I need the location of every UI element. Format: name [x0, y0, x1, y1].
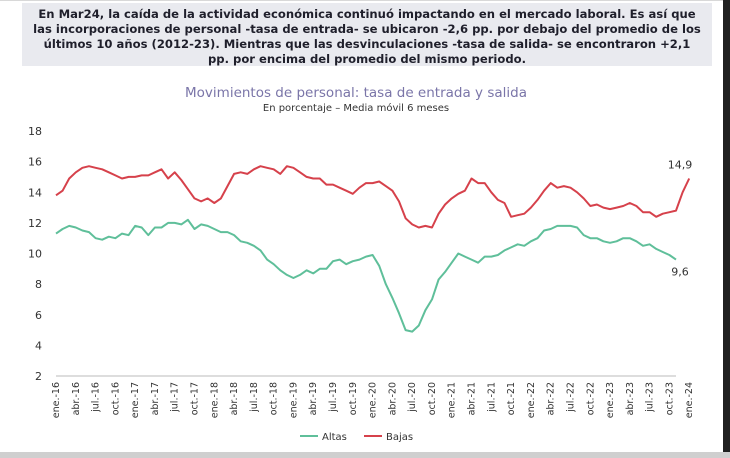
x-tick-label: ene.-23 [605, 382, 616, 418]
chart-title: Movimientos de personal: tasa de entrada… [185, 85, 527, 101]
x-tick-label: oct.-17 [190, 382, 201, 415]
x-tick-label: oct.-16 [110, 382, 121, 415]
right-border [723, 0, 730, 458]
x-axis: ene.-16 abr.-16 jul.-16 oct.-16 ene.-17 abr.-… [51, 375, 695, 418]
x-tick-label: abr.-19 [308, 382, 319, 415]
x-tick-label: oct.-21 [506, 382, 517, 415]
legend-label-altas: Altas [322, 432, 347, 443]
x-tick-label: oct.-22 [585, 382, 596, 415]
x-tick-label: jul.-20 [407, 382, 418, 413]
x-tick-label: abr.-23 [625, 382, 636, 415]
chart-subtitle: En porcentaje – Media móvil 6 meses [262, 103, 450, 114]
bottom-border [0, 452, 730, 458]
x-tick-label: ene.-20 [368, 382, 379, 418]
x-tick-label: abr.-16 [71, 382, 82, 415]
line-chart: 2 4 6 8 10 12 14 16 18 ene.-16 abr.-16 jul.-16 oct.… [28, 125, 695, 443]
top-border [0, 0, 730, 1]
y-tick-label: 12 [28, 217, 42, 230]
x-tick-label: jul.-18 [249, 382, 260, 413]
x-tick-label: abr.-18 [229, 382, 240, 415]
x-tick-label: ene.-16 [51, 382, 62, 418]
x-tick-label: abr.-17 [150, 382, 161, 415]
x-tick-label: oct.-20 [427, 382, 438, 415]
y-tick-label: 8 [35, 278, 42, 291]
legend: Altas Bajas [300, 432, 413, 443]
x-tick-label: oct.-19 [348, 382, 359, 415]
y-tick-label: 2 [35, 370, 42, 383]
x-tick-label: oct.-23 [664, 382, 675, 415]
legend-label-bajas: Bajas [386, 432, 413, 443]
x-tick-label: jul.-22 [565, 382, 576, 413]
x-tick-label: abr.-20 [387, 382, 398, 415]
x-tick-label: ene.-19 [288, 382, 299, 418]
x-tick-label: oct.-18 [269, 382, 280, 415]
series-lines [55, 165, 691, 333]
y-tick-label: 18 [28, 125, 42, 138]
series-line-altas [55, 218, 677, 333]
x-tick-label: abr.-21 [467, 382, 478, 415]
x-tick-label: jul.-19 [328, 382, 339, 413]
y-tick-label: 4 [35, 339, 42, 352]
y-tick-label: 10 [28, 248, 42, 261]
x-tick-label: ene.-22 [526, 382, 537, 418]
x-tick-label: jul.-23 [645, 382, 656, 413]
x-tick-label: ene.-24 [684, 382, 695, 418]
y-axis: 2 4 6 8 10 12 14 16 18 [28, 125, 42, 383]
y-tick-label: 6 [35, 309, 42, 322]
end-label-altas: 9,6 [671, 266, 689, 279]
y-tick-label: 14 [28, 186, 42, 199]
series-line-bajas [55, 165, 691, 229]
x-tick-label: ene.-17 [130, 382, 141, 418]
x-tick-label: abr.-22 [546, 382, 557, 415]
summary-text: En Mar24, la caída de la actividad econó… [33, 7, 701, 66]
end-label-bajas: 14,9 [668, 158, 693, 171]
end-labels: 9,6 14,9 [668, 158, 693, 278]
x-tick-label: jul.-21 [486, 382, 497, 413]
x-tick-label: ene.-18 [209, 382, 220, 418]
x-tick-label: ene.-21 [447, 382, 458, 418]
y-tick-label: 16 [28, 156, 42, 169]
x-tick-label: jul.-17 [170, 382, 181, 413]
summary-text-box: En Mar24, la caída de la actividad econó… [22, 3, 712, 66]
x-tick-label: jul.-16 [91, 382, 102, 413]
